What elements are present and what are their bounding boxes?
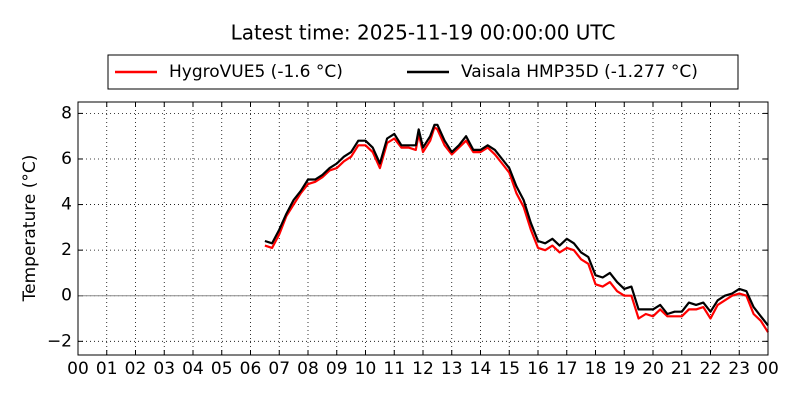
x-tick-label: 11	[383, 359, 405, 379]
y-tick-label: 6	[61, 149, 72, 169]
legend-label: HygroVUE5 (-1.6 °C)	[169, 62, 343, 82]
x-tick-label: 03	[153, 359, 175, 379]
x-tick-label: 15	[498, 359, 520, 379]
series-line	[264, 126, 769, 333]
x-tick-label: 16	[527, 359, 549, 379]
x-tick-label: 00	[757, 359, 779, 379]
x-tick-label: 07	[268, 359, 290, 379]
x-tick-label: 01	[96, 359, 118, 379]
x-tick-label: 14	[470, 359, 492, 379]
x-tick-label: 22	[700, 359, 722, 379]
plot-frame	[77, 101, 769, 356]
x-tick-label: 00	[67, 359, 89, 379]
y-tick-label: −2	[47, 331, 72, 351]
x-tick-label: 05	[211, 359, 233, 379]
y-tick-label: 8	[61, 103, 72, 123]
x-tick-label: 13	[441, 359, 463, 379]
x-tick-label: 19	[613, 359, 635, 379]
chart-title: Latest time: 2025-11-19 00:00:00 UTC	[231, 21, 616, 45]
x-tick-label: 10	[355, 359, 377, 379]
x-tick-label: 06	[240, 359, 262, 379]
y-axis-label: Temperature (°C)	[20, 155, 40, 303]
x-tick-label: 20	[642, 359, 664, 379]
y-tick-label: 0	[61, 286, 72, 306]
x-tick-label: 08	[297, 359, 319, 379]
x-tick-label: 18	[585, 359, 607, 379]
y-tick-label: 2	[61, 240, 72, 260]
x-tick-label: 17	[556, 359, 578, 379]
x-tick-label: 21	[671, 359, 693, 379]
series-line	[264, 123, 769, 327]
legend-label: Vaisala HMP35D (-1.277 °C)	[461, 62, 698, 82]
x-tick-label: 04	[182, 359, 204, 379]
x-tick-label: 23	[728, 359, 750, 379]
x-tick-label: 12	[412, 359, 434, 379]
x-tick-label: 02	[125, 359, 147, 379]
x-tick-label: 09	[326, 359, 348, 379]
y-tick-label: 4	[61, 195, 72, 215]
